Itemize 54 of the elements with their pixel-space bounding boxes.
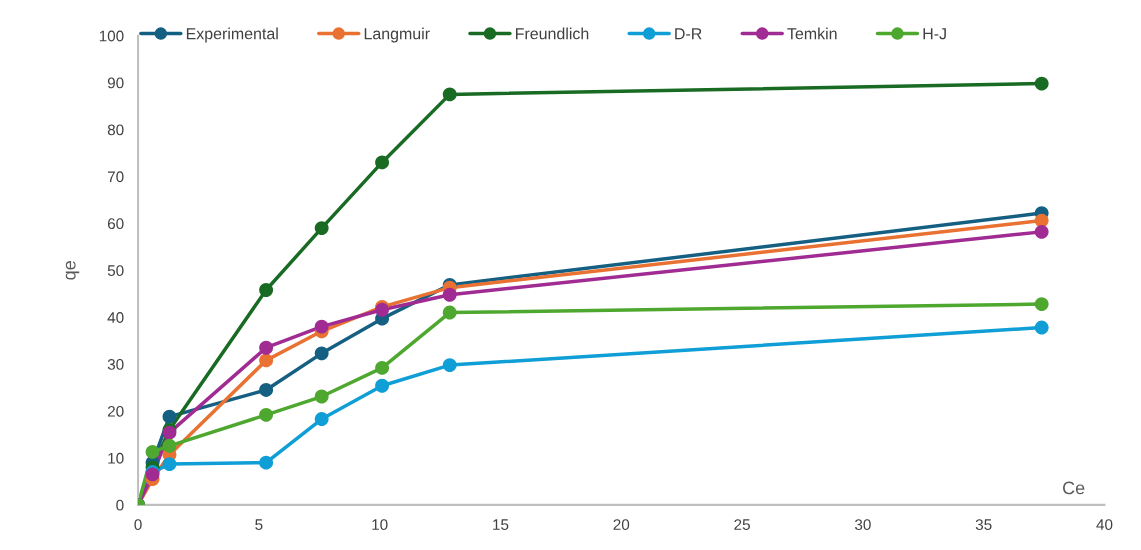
y-tick-label: 80 bbox=[107, 124, 124, 136]
y-tick-label: 10 bbox=[108, 452, 124, 464]
point bbox=[442, 287, 457, 302]
y-tick-label: 0 bbox=[116, 499, 124, 511]
point bbox=[1034, 297, 1049, 312]
point bbox=[1034, 320, 1049, 335]
point bbox=[375, 378, 390, 393]
point bbox=[259, 383, 274, 397]
y-tick-label: 100 bbox=[99, 30, 124, 42]
legend-label: D-R bbox=[675, 28, 702, 40]
point bbox=[375, 360, 390, 375]
point bbox=[375, 155, 390, 170]
y-axis-title: qe bbox=[65, 261, 80, 280]
point bbox=[162, 438, 177, 453]
x-tick-label: 30 bbox=[854, 519, 871, 531]
x-axis-title: Ce bbox=[1063, 481, 1085, 495]
point bbox=[259, 353, 274, 368]
point bbox=[259, 340, 274, 355]
point bbox=[442, 305, 457, 320]
y-tick-label: 50 bbox=[107, 265, 124, 277]
x-tick-label: 35 bbox=[975, 519, 992, 531]
legend-label: Freundlich bbox=[516, 27, 589, 40]
y-tick-label: 60 bbox=[107, 218, 124, 230]
legend-label: H-J bbox=[923, 28, 946, 40]
x-tick-label: 20 bbox=[613, 519, 630, 531]
point bbox=[259, 455, 274, 470]
point bbox=[1034, 224, 1049, 239]
x-tick-label: 15 bbox=[493, 519, 509, 531]
x-tick-label: 10 bbox=[372, 519, 388, 531]
point bbox=[1034, 76, 1049, 91]
point bbox=[162, 409, 177, 424]
point bbox=[314, 346, 329, 361]
point bbox=[259, 407, 274, 422]
x-tick-label: 5 bbox=[255, 519, 263, 531]
point bbox=[162, 457, 177, 472]
x-tick-label: 25 bbox=[734, 519, 750, 531]
y-tick-label: 90 bbox=[107, 77, 124, 89]
point bbox=[314, 221, 329, 236]
point bbox=[314, 389, 329, 404]
y-tick-label: 40 bbox=[107, 312, 124, 323]
point bbox=[259, 283, 274, 297]
y-tick-label: 30 bbox=[107, 359, 124, 370]
x-tick-label: 40 bbox=[1096, 519, 1113, 531]
legend-label: Temkin bbox=[787, 27, 837, 40]
legend-label: Langmuir bbox=[364, 27, 430, 43]
point bbox=[314, 319, 329, 334]
y-tick-label: 70 bbox=[107, 171, 124, 183]
legend-label: Experimental bbox=[186, 27, 278, 43]
point bbox=[145, 444, 160, 459]
point bbox=[442, 87, 457, 102]
point bbox=[314, 412, 329, 426]
point bbox=[442, 358, 457, 373]
y-tick-label: 20 bbox=[107, 405, 124, 417]
x-tick-label: 0 bbox=[134, 519, 142, 531]
